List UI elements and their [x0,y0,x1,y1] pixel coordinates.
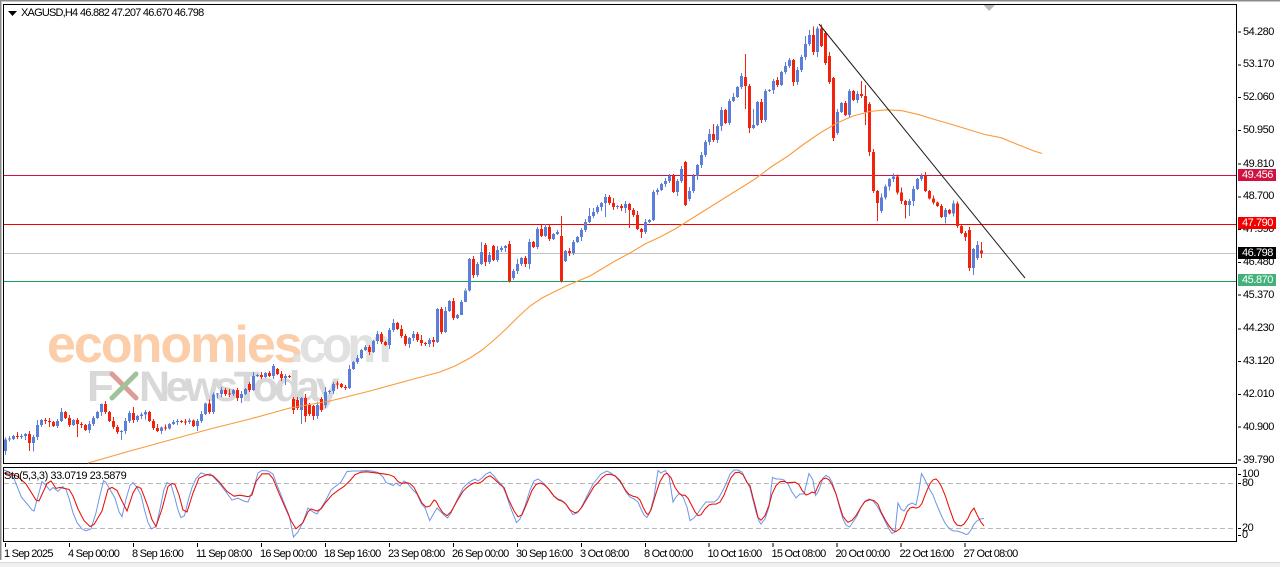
svg-text:F: F [87,362,113,411]
svg-text:economies: economies [47,316,301,374]
svg-text:.com: .com [290,317,389,373]
